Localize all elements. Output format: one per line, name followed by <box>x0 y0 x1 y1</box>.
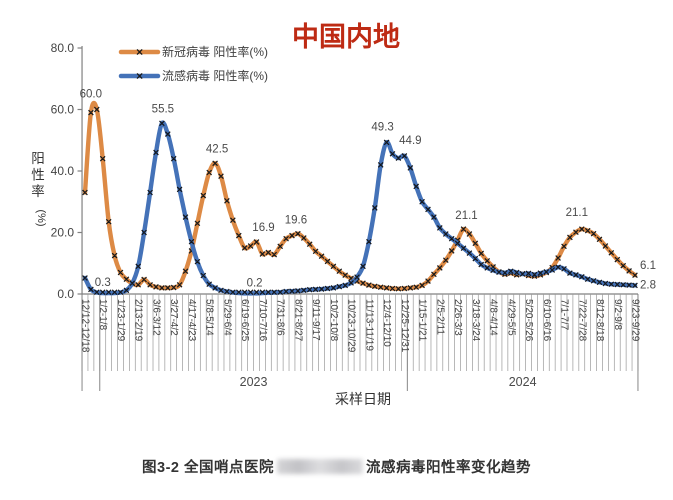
x-tick-label: 4/8-4/14 <box>488 299 499 336</box>
x-tick-label: 3/6-3/12 <box>150 299 161 336</box>
x-tick-label: 1/2-1/8 <box>97 299 108 331</box>
x-tick-label: 2/13-2/19 <box>133 299 144 342</box>
x-tick-label: 7/22-7/28 <box>576 299 587 342</box>
data-label: 44.9 <box>399 135 421 147</box>
y-tick-label: 0.0 <box>57 287 74 301</box>
x-tick-label: 3/18-3/24 <box>470 299 481 342</box>
x-tick-label: 8/12-8/18 <box>594 299 605 342</box>
svg-text:阳: 阳 <box>31 151 45 166</box>
caption-prefix: 图3-2 全国哨点医院 <box>142 460 274 476</box>
x-tick-label: 2/26-3/3 <box>452 299 463 336</box>
chart-title: 中国内地 <box>292 22 400 52</box>
data-label: 49.3 <box>371 121 393 133</box>
legend-x-marker-icon <box>136 48 143 56</box>
x-tick-label: 7/1-7/7 <box>559 299 570 331</box>
x-tick-label: 7/10-7/16 <box>257 299 268 342</box>
x-tick-label: 8/21-8/27 <box>292 299 303 342</box>
data-label: 60.0 <box>80 89 102 101</box>
data-label: 0.2 <box>247 277 263 289</box>
year-label-2023: 2023 <box>240 375 268 389</box>
y-axis-title: 阳性率 (%) <box>31 151 47 227</box>
x-tick-label: 9/2-9/8 <box>612 299 623 331</box>
x-tick-comb <box>81 294 639 371</box>
data-label: 21.1 <box>566 207 588 219</box>
figure-caption: 图3-2 全国哨点医院 流感病毒阳性率变化趋势 <box>0 456 673 477</box>
x-tick-label: 4/17-4/23 <box>186 299 197 342</box>
legend-x-marker-icon <box>136 72 143 80</box>
y-tick-label: 60.0 <box>51 103 75 117</box>
x-tick-label: 6/19-6/25 <box>239 299 250 342</box>
data-label: 19.6 <box>285 215 307 227</box>
x-tick-label: 5/8-5/14 <box>204 299 215 336</box>
covid-series-markers <box>82 106 638 292</box>
x-tick-label: 12/25-12/31 <box>399 299 410 353</box>
svg-text:(%): (%) <box>35 209 47 226</box>
y-tick-label: 40.0 <box>51 164 75 178</box>
flu-series-markers <box>82 120 638 296</box>
data-label: 0.3 <box>95 277 111 289</box>
data-label: 16.9 <box>252 222 274 234</box>
data-label: 42.5 <box>206 143 228 155</box>
legend-label: 流感病毒 阳性率(%) <box>162 68 268 83</box>
x-tick-label: 9/11-9/17 <box>310 299 321 341</box>
data-label: 55.5 <box>152 103 174 115</box>
x-tick-label: 1/23-1/29 <box>115 299 126 342</box>
x-tick-label: 12/4-12/10 <box>381 299 392 347</box>
x-tick-label: 3/27-4/2 <box>168 299 179 336</box>
x-tick-label: 11/13-11/19 <box>363 299 374 351</box>
x-tick-label: 10/23-10/29 <box>346 299 357 353</box>
data-label: 6.1 <box>640 260 656 272</box>
x-tick-label: 5/29-6/4 <box>221 299 232 336</box>
x-axis-title: 采样日期 <box>335 391 391 407</box>
x-tick-label: 7/31-8/6 <box>275 299 286 336</box>
x-tick-label: 12/12-12/18 <box>80 299 91 353</box>
x-tick-label: 1/15-1/21 <box>417 299 428 342</box>
caption-suffix: 流感病毒阳性率变化趋势 <box>366 460 531 476</box>
legend-item-covid-series: 新冠病毒 阳性率(%) <box>118 44 268 59</box>
caption-redacted-blur <box>277 459 363 474</box>
year-separators <box>81 294 639 391</box>
svg-text:性: 性 <box>31 168 45 183</box>
data-label: 21.1 <box>455 210 477 222</box>
svg-text:率: 率 <box>31 183 45 199</box>
x-tick-label: 5/20-5/26 <box>523 299 534 342</box>
legend-label: 新冠病毒 阳性率(%) <box>162 44 268 59</box>
y-tick-label: 80.0 <box>51 41 75 55</box>
x-tick-label: 10/2-10/8 <box>328 299 339 342</box>
legend-item-flu-series: 流感病毒 阳性率(%) <box>118 68 268 83</box>
x-tick-label: 2/5-2/11 <box>434 299 445 335</box>
x-tick-label: 6/10-6/16 <box>541 299 552 342</box>
flu-series-line <box>82 120 638 296</box>
x-tick-label: 9/23-9/29 <box>630 299 641 342</box>
positivity-trend-chart: 12/12-12/18 1/2-1/8 1/23-1/29 2/13-2/19 3/6-… <box>31 22 656 407</box>
data-label: 2.8 <box>640 279 656 291</box>
y-tick-label: 20.0 <box>51 226 75 240</box>
year-label-2024: 2024 <box>509 375 537 389</box>
x-tick-label: 4/29-5/5 <box>505 299 516 336</box>
